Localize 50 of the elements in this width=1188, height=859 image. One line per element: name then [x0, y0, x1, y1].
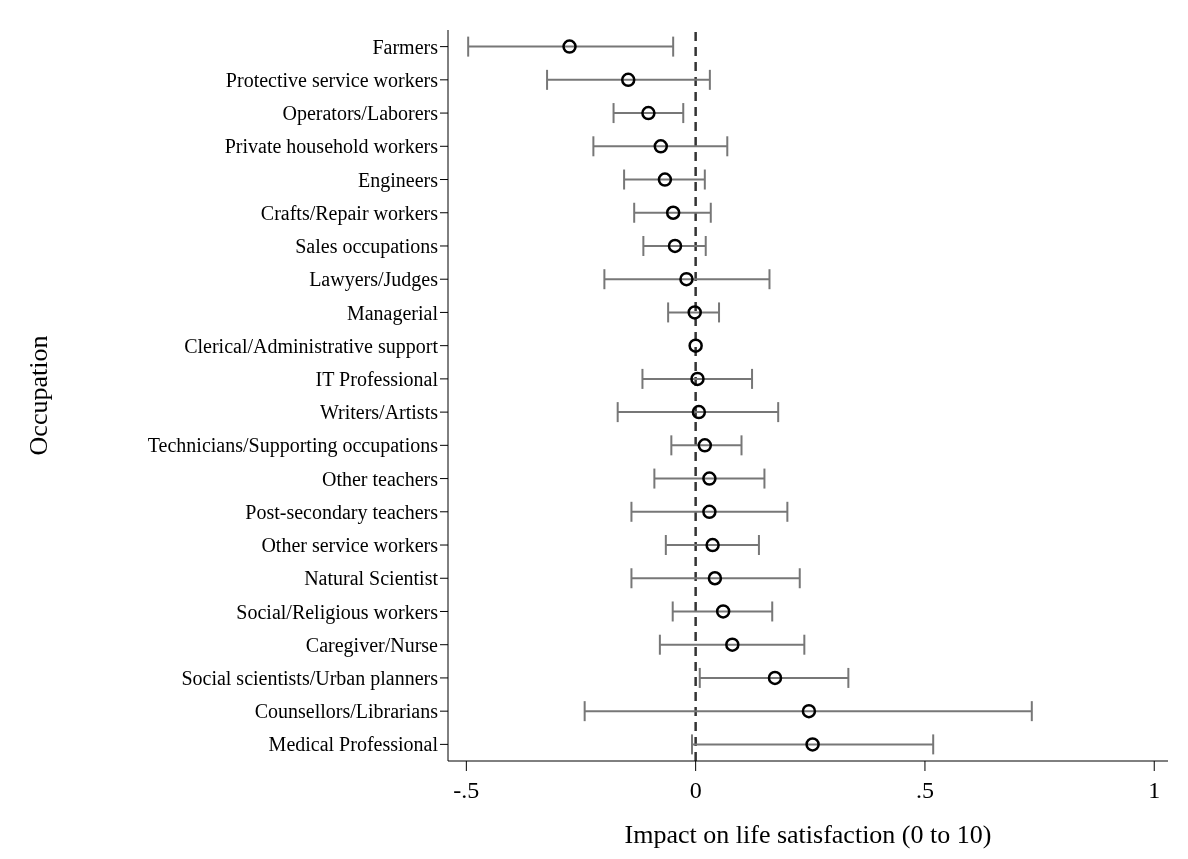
y-tick-label: Social/Religious workers: [236, 600, 439, 624]
point: [665, 205, 681, 220]
point: [653, 139, 669, 154]
y-tick-label: Natural Scientist: [304, 567, 439, 590]
x-axis-title: Impact on life satisfaction (0 to 10): [624, 820, 992, 849]
y-tick-label: Clerical/Administrative support: [184, 334, 439, 358]
y-tick-label: Engineers: [358, 168, 439, 192]
point: [679, 271, 694, 287]
point: [702, 471, 717, 486]
point: [767, 670, 783, 686]
point: [697, 438, 713, 453]
y-tick-label: Other teachers: [321, 467, 439, 490]
point: [562, 39, 577, 54]
y-tick-label: Counsellors/Librarians: [254, 700, 439, 723]
point: [702, 504, 717, 520]
y-tick-label: Lawyers/Judges: [309, 268, 439, 292]
point: [620, 72, 636, 88]
y-tick-label: Social scientists/Urban planners: [181, 667, 439, 691]
point: [805, 737, 820, 752]
y-tick-label: Caregiver/Nurse: [305, 633, 439, 657]
y-tick-label: Managerial: [346, 301, 439, 325]
point: [707, 571, 723, 586]
x-tick-label: 1: [1148, 777, 1161, 804]
point: [657, 172, 673, 187]
y-tick-label: Crafts/Repair workers: [260, 201, 439, 225]
y-tick-label: Sales occupations: [295, 235, 439, 259]
point: [641, 105, 656, 121]
y-tick-label: Other service workers: [261, 534, 439, 557]
point: [801, 703, 817, 719]
y-tick-label: Technicians/Supporting occupations: [147, 434, 439, 458]
point: [691, 404, 707, 420]
y-tick-label: Protective service workers: [225, 68, 439, 91]
y-tick-label: IT Professional: [315, 367, 439, 390]
y-tick-label: Private household workers: [224, 135, 439, 158]
x-tick-label: -.5: [453, 777, 480, 804]
x-tick-label: 0: [689, 777, 702, 804]
point: [715, 604, 731, 619]
point: [688, 338, 703, 353]
y-tick-label: Operators/Laborers: [282, 102, 439, 126]
point: [705, 537, 720, 553]
point: [667, 238, 683, 254]
y-tick-label: Post-secondary teachers: [245, 500, 439, 524]
x-tick-label: .5: [915, 777, 934, 804]
y-tick-label: Farmers: [372, 35, 439, 58]
y-axis-title: Occupation: [24, 335, 54, 456]
point: [725, 637, 740, 652]
y-tick-label: Writers/Artists: [319, 401, 439, 424]
point: [690, 371, 705, 387]
point: [687, 305, 702, 320]
y-tick-label: Medical Professional: [268, 733, 439, 756]
